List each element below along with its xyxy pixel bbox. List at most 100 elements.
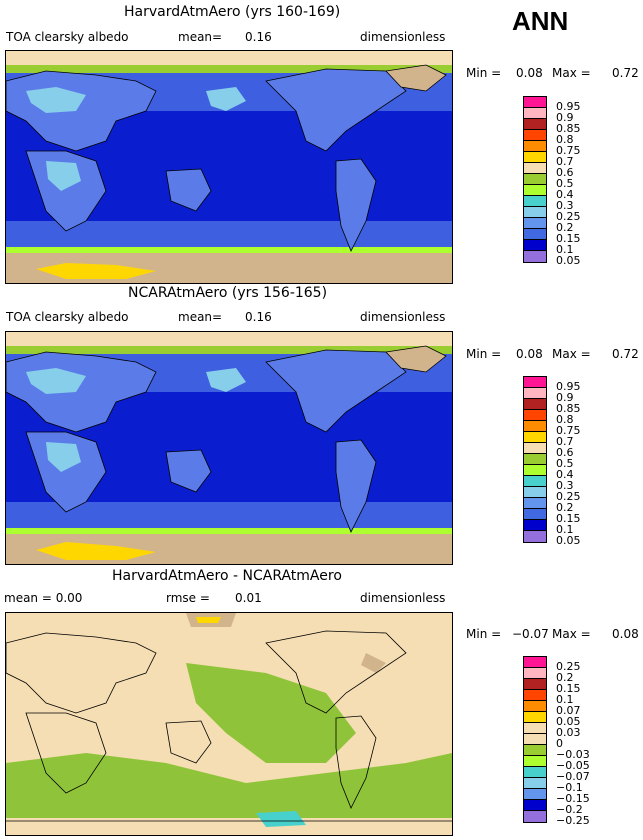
panel1-map xyxy=(5,50,453,284)
colorbar-swatch xyxy=(524,789,546,800)
colorbar-swatch xyxy=(524,679,546,690)
colorbar-level-label: 0.2 xyxy=(556,221,574,234)
panel1-mean-label: mean= xyxy=(178,30,223,44)
panel3-min-value: −0.07 xyxy=(512,627,549,641)
colorbar-level-label: 0.05 xyxy=(556,254,581,267)
albedo-map-ncar xyxy=(6,332,452,564)
colorbar-level-label: −0.03 xyxy=(556,748,590,761)
colorbar-swatch xyxy=(524,377,546,388)
colorbar-swatch xyxy=(524,723,546,734)
panel2-field-label: TOA clearsky albedo xyxy=(6,310,129,324)
colorbar-swatch xyxy=(524,520,546,531)
colorbar-level-label: 0.8 xyxy=(556,413,574,426)
colorbar-level-label: 0.2 xyxy=(556,501,574,514)
colorbar-level-label: 0.4 xyxy=(556,188,574,201)
panel1-colorbar xyxy=(523,96,547,263)
panel3-max-value: 0.08 xyxy=(612,627,639,641)
colorbar-swatch xyxy=(524,657,546,668)
colorbar-level-label: 0.95 xyxy=(556,100,581,113)
albedo-map-harvard xyxy=(6,51,452,283)
colorbar-swatch xyxy=(524,152,546,163)
colorbar-level-label: 0.85 xyxy=(556,122,581,135)
colorbar-level-label: 0.95 xyxy=(556,380,581,393)
colorbar-level-label: 0.6 xyxy=(556,446,574,459)
colorbar-swatch xyxy=(524,465,546,476)
panel1-min-label: Min = xyxy=(466,66,502,80)
colorbar-swatch xyxy=(524,509,546,520)
colorbar-swatch xyxy=(524,690,546,701)
colorbar-swatch xyxy=(524,756,546,767)
colorbar-level-label: 0.4 xyxy=(556,468,574,481)
panel3-rmse-value: 0.01 xyxy=(235,591,262,605)
panel2-max-label: Max = xyxy=(552,347,591,361)
panel3-min-label: Min = xyxy=(466,627,502,641)
colorbar-level-label: 0 xyxy=(556,737,563,750)
panel3-rmse-label: rmse = xyxy=(166,591,210,605)
colorbar-level-label: 0.1 xyxy=(556,243,574,256)
colorbar-level-label: 0.2 xyxy=(556,671,574,684)
colorbar-swatch xyxy=(524,454,546,465)
colorbar-swatch xyxy=(524,207,546,218)
panel2-colorbar xyxy=(523,376,547,543)
colorbar-level-label: 0.7 xyxy=(556,155,574,168)
colorbar-level-label: 0.25 xyxy=(556,490,581,503)
colorbar-swatch xyxy=(524,196,546,207)
panel1-field-label: TOA clearsky albedo xyxy=(6,30,129,44)
panel2-min-label: Min = xyxy=(466,347,502,361)
colorbar-swatch xyxy=(524,487,546,498)
colorbar-level-label: 0.25 xyxy=(556,660,581,673)
colorbar-level-label: 0.7 xyxy=(556,435,574,448)
colorbar-level-label: −0.07 xyxy=(556,770,590,783)
colorbar-level-label: 0.25 xyxy=(556,210,581,223)
colorbar-swatch xyxy=(524,668,546,679)
colorbar-swatch xyxy=(524,218,546,229)
albedo-difference-map xyxy=(6,613,452,835)
colorbar-swatch xyxy=(524,130,546,141)
colorbar-level-label: 0.1 xyxy=(556,693,574,706)
panel1-max-label: Max = xyxy=(552,66,591,80)
colorbar-level-label: 0.6 xyxy=(556,166,574,179)
colorbar-swatch xyxy=(524,800,546,811)
colorbar-swatch xyxy=(524,778,546,789)
colorbar-swatch xyxy=(524,185,546,196)
colorbar-swatch xyxy=(524,432,546,443)
panel1-min-value: 0.08 xyxy=(516,66,543,80)
panel1-max-value: 0.72 xyxy=(612,66,639,80)
colorbar-swatch xyxy=(524,767,546,778)
panel2-mean-value: 0.16 xyxy=(245,310,272,324)
colorbar-swatch xyxy=(524,174,546,185)
colorbar-level-label: 0.1 xyxy=(556,523,574,536)
colorbar-swatch xyxy=(524,399,546,410)
colorbar-level-label: 0.03 xyxy=(556,726,581,739)
panel1-title: HarvardAtmAero (yrs 160-169) xyxy=(124,4,341,20)
season-label: ANN xyxy=(512,6,569,36)
colorbar-swatch xyxy=(524,229,546,240)
colorbar-swatch xyxy=(524,251,546,262)
colorbar-level-label: −0.15 xyxy=(556,792,590,805)
colorbar-level-label: 0.9 xyxy=(556,111,574,124)
panel3-units: dimensionless xyxy=(360,591,446,605)
colorbar-level-label: 0.9 xyxy=(556,391,574,404)
colorbar-level-label: −0.05 xyxy=(556,759,590,772)
colorbar-swatch xyxy=(524,476,546,487)
panel2-map xyxy=(5,331,453,565)
colorbar-swatch xyxy=(524,712,546,723)
colorbar-level-label: 0.75 xyxy=(556,424,581,437)
colorbar-level-label: 0.3 xyxy=(556,199,574,212)
colorbar-level-label: 0.05 xyxy=(556,715,581,728)
panel1-units: dimensionless xyxy=(360,30,446,44)
panel1-mean-value: 0.16 xyxy=(245,30,272,44)
colorbar-swatch xyxy=(524,108,546,119)
panel2-max-value: 0.72 xyxy=(612,347,639,361)
colorbar-swatch xyxy=(524,745,546,756)
colorbar-swatch xyxy=(524,97,546,108)
colorbar-swatch xyxy=(524,240,546,251)
colorbar-swatch xyxy=(524,498,546,509)
colorbar-level-label: −0.25 xyxy=(556,814,590,827)
panel3-mean: mean = 0.00 xyxy=(4,591,83,605)
panel3-colorbar xyxy=(523,656,547,823)
colorbar-swatch xyxy=(524,410,546,421)
colorbar-swatch xyxy=(524,119,546,130)
colorbar-swatch xyxy=(524,388,546,399)
colorbar-swatch xyxy=(524,141,546,152)
